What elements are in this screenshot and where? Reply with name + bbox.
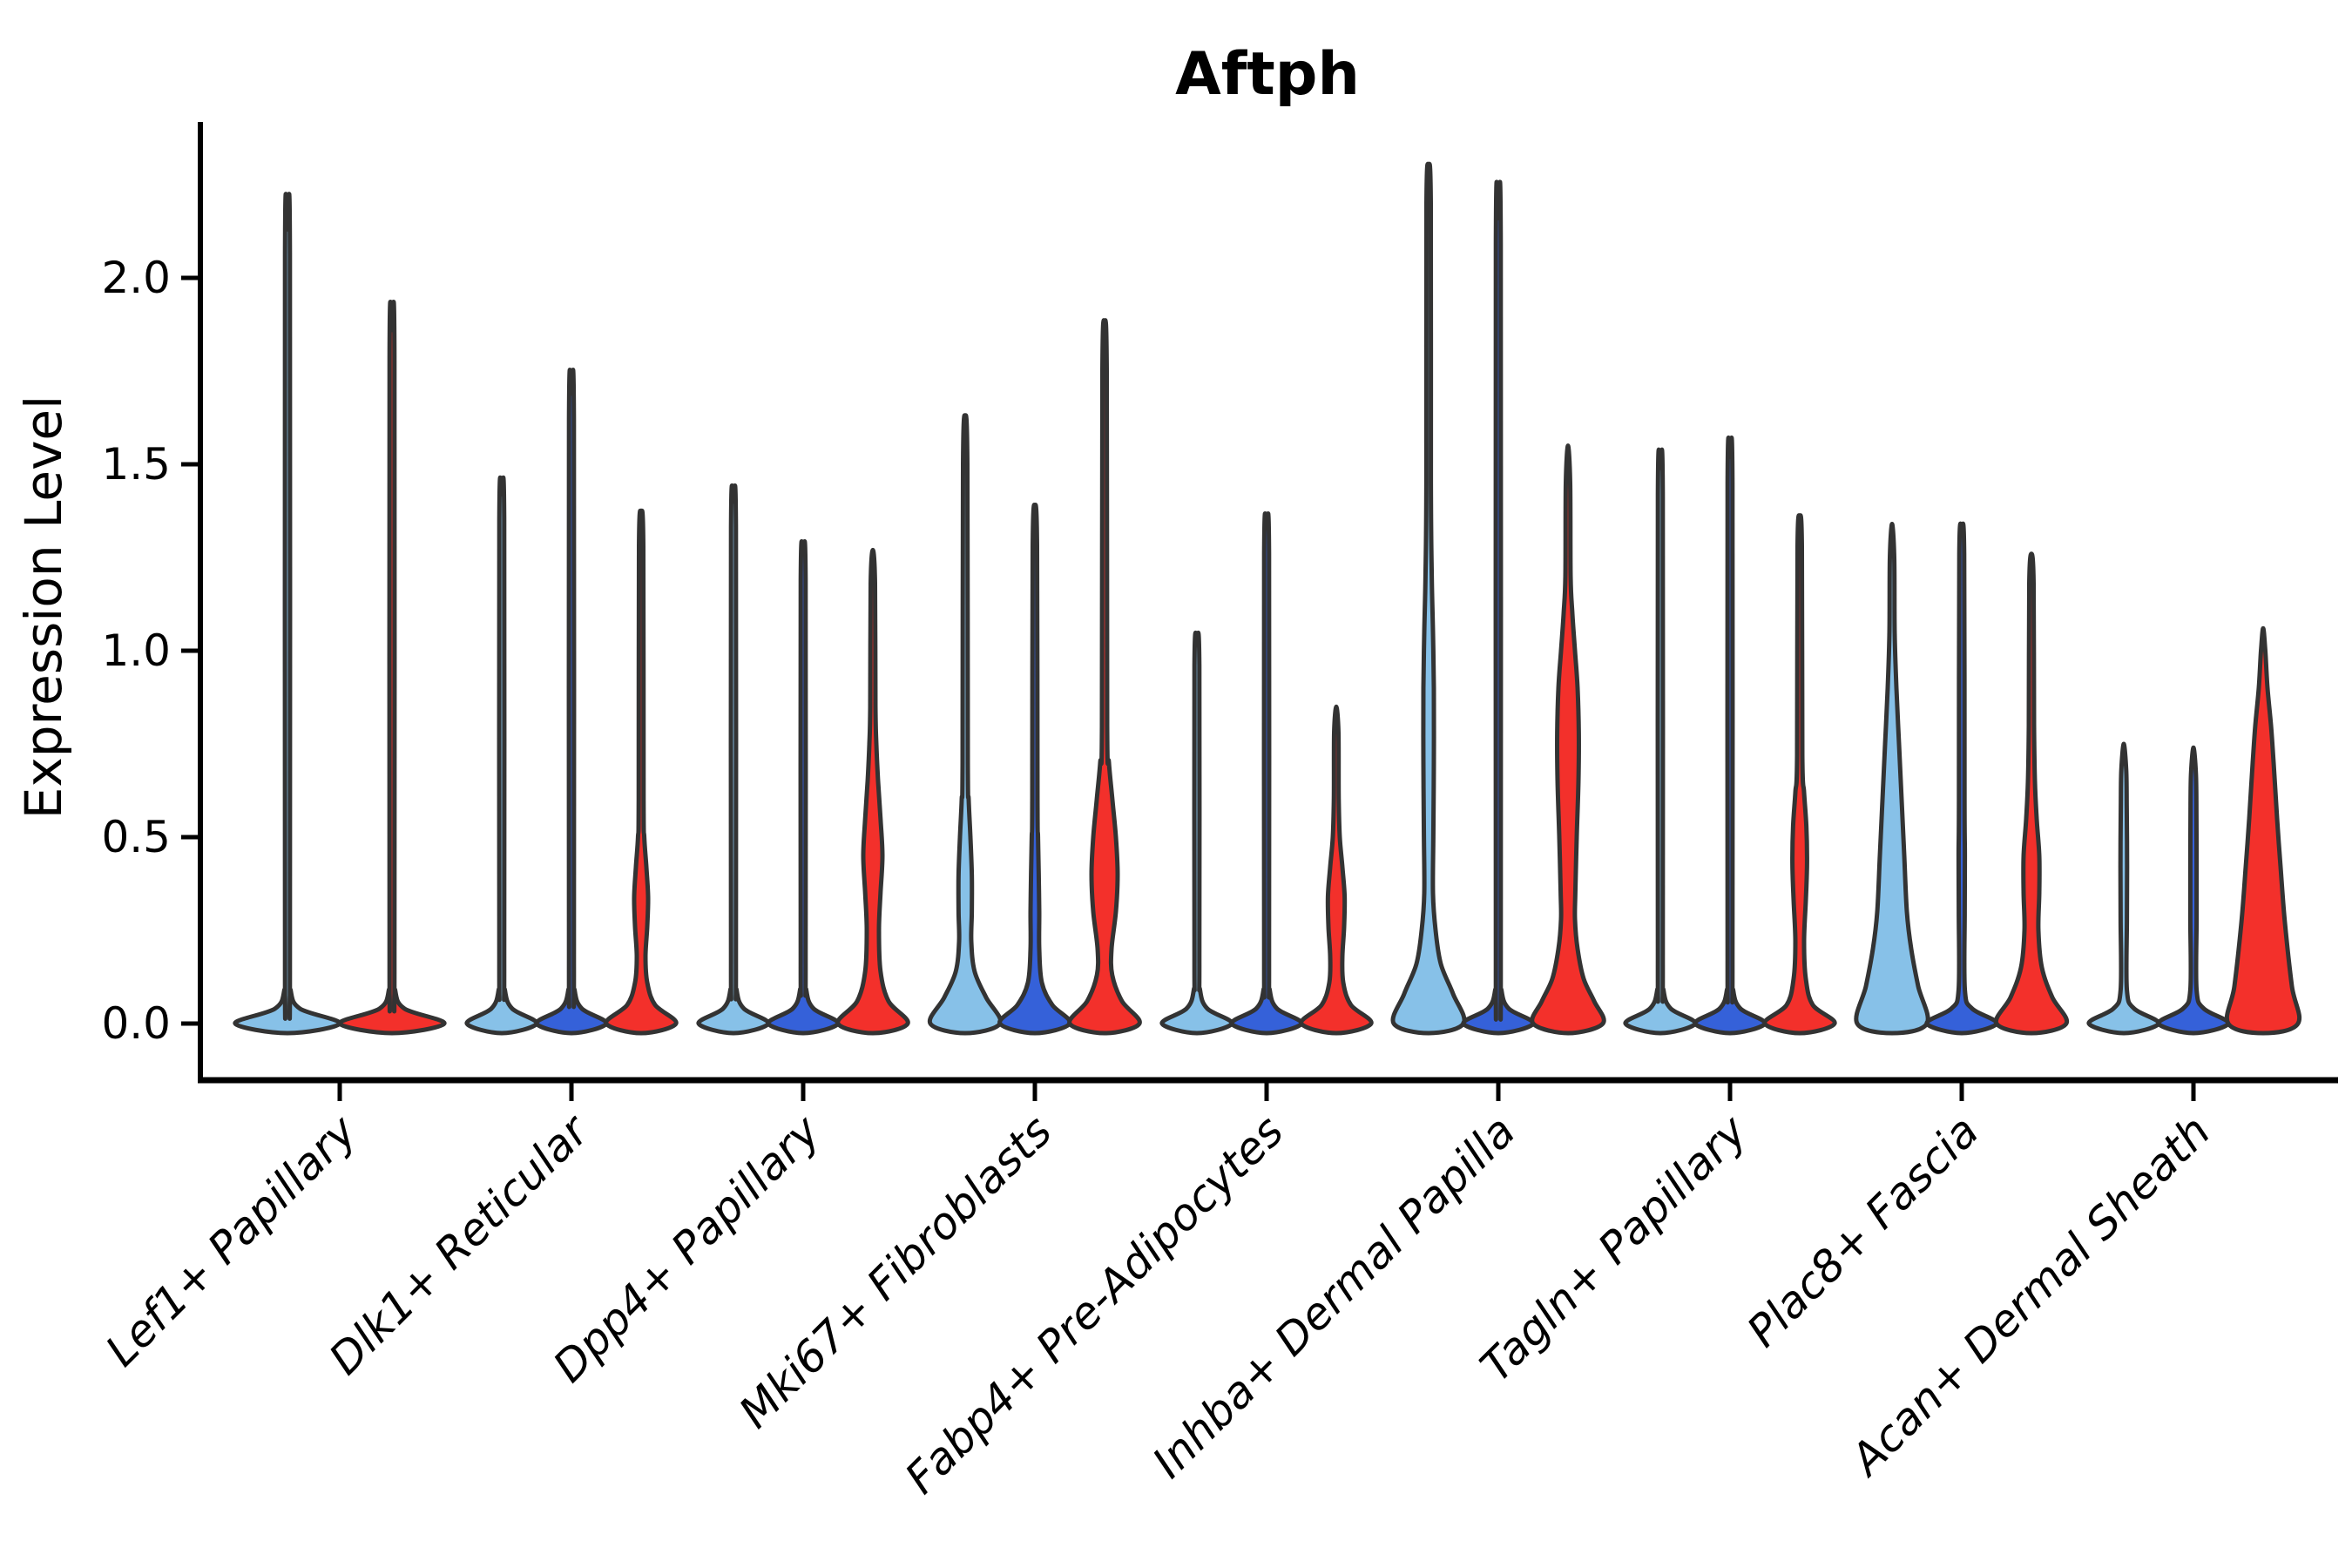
violin-red	[835, 547, 910, 1036]
violin-dark_blue	[1229, 511, 1304, 1036]
y-tick-label: 0.5	[101, 812, 171, 862]
y-tick-label: 0.0	[101, 998, 171, 1049]
violin-group	[696, 483, 910, 1036]
y-tick-label: 1.5	[101, 439, 171, 490]
violin-light_blue	[1159, 630, 1234, 1036]
violin-light_blue	[2086, 741, 2161, 1036]
violin-dark_blue	[997, 503, 1072, 1036]
violin-group	[1854, 521, 2070, 1036]
violin-dark_blue	[534, 368, 609, 1036]
violin-red	[1993, 551, 2070, 1036]
violin-red	[604, 508, 679, 1036]
violin-group	[233, 192, 447, 1036]
violin-dark_blue	[766, 539, 841, 1036]
violin-dark_blue	[1924, 521, 1999, 1036]
y-tick-label: 2.0	[101, 253, 171, 303]
violin-light_blue	[1390, 161, 1467, 1036]
violin-group	[927, 318, 1142, 1036]
x-tick-label: Plac8+ Fascia	[1738, 1105, 1989, 1356]
y-axis-label: Expression Level	[14, 395, 73, 819]
violin-dark_blue	[1461, 179, 1536, 1036]
violins-layer	[233, 161, 2302, 1036]
y-tick-labels: 0.0 0.5 1.0 1.5 2.0	[101, 253, 171, 1049]
violin-light_blue	[233, 192, 342, 1036]
plot-title: Aftph	[1175, 40, 1360, 109]
violin-red	[1067, 318, 1142, 1036]
violin-group	[464, 368, 679, 1036]
violin-light_blue	[1623, 447, 1698, 1036]
x-tick-label: Lef1+ Papillary	[96, 1105, 367, 1375]
x-tick-label: Fabp4+ Pre-Adipocytes	[896, 1105, 1294, 1504]
violin-group	[1159, 511, 1374, 1036]
violin-group	[2086, 625, 2302, 1036]
violin-red	[337, 300, 447, 1036]
violin-red	[1530, 443, 1606, 1036]
violin-dark_blue	[2156, 745, 2231, 1036]
violin-light_blue	[927, 413, 1004, 1036]
violin-dark_blue	[1693, 436, 1767, 1036]
violin-group	[1390, 161, 1606, 1036]
violin-red	[2224, 625, 2302, 1036]
violin-group	[1623, 436, 1837, 1036]
y-tick-label: 1.0	[101, 625, 171, 676]
violin-light_blue	[1854, 522, 1930, 1036]
axes-layer	[181, 122, 2338, 1101]
violin-light_blue	[696, 483, 771, 1036]
violin-red	[1762, 513, 1837, 1036]
violin-red	[1299, 704, 1374, 1036]
violin-light_blue	[464, 475, 539, 1036]
